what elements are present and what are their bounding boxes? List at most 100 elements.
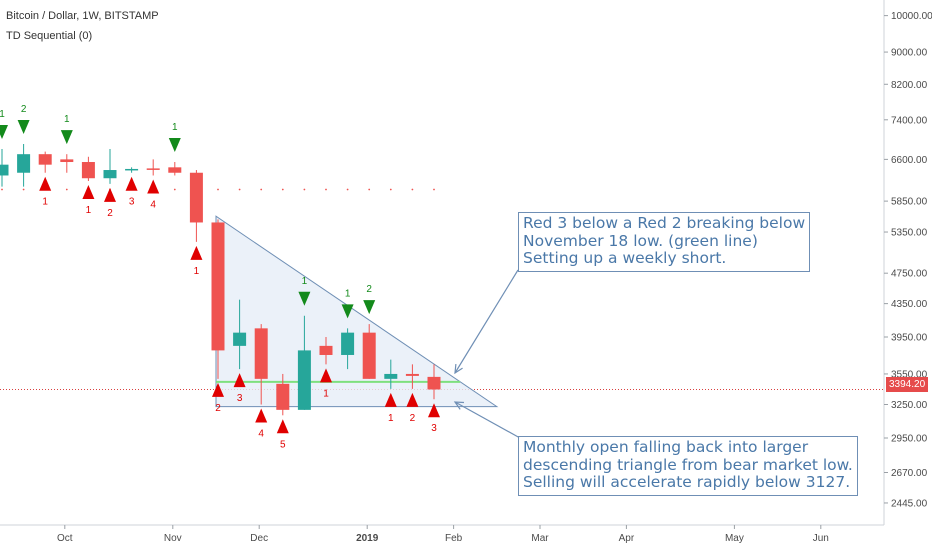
x-tick-label: 2019 bbox=[356, 533, 379, 544]
annotation-line: November 18 low. (green line) bbox=[523, 231, 758, 250]
candle-body bbox=[405, 373, 419, 376]
candle-body bbox=[17, 154, 31, 173]
support-dot bbox=[281, 188, 284, 191]
buy-setup-count: 2 bbox=[107, 208, 113, 219]
support-dot bbox=[173, 188, 176, 191]
sell-setup-count: 2 bbox=[21, 104, 27, 115]
y-tick-label: 2950.00 bbox=[891, 434, 928, 445]
x-tick-label: Dec bbox=[250, 533, 268, 544]
support-dot bbox=[433, 188, 435, 191]
buy-setup-arrow bbox=[384, 392, 397, 407]
buy-setup-arrow bbox=[212, 382, 224, 397]
sell-setup-arrow bbox=[363, 300, 376, 315]
support-dot bbox=[22, 188, 25, 191]
buy-setup-count: 1 bbox=[42, 197, 48, 208]
sell-setup-count: 1 bbox=[302, 276, 308, 287]
annotation-arrowhead bbox=[453, 401, 465, 410]
candle-body bbox=[362, 332, 376, 379]
y-tick-label: 3550.00 bbox=[891, 369, 928, 380]
sell-setup-arrow bbox=[17, 120, 30, 135]
y-tick-label: 2445.00 bbox=[891, 498, 928, 509]
y-tick-label: 6600.00 bbox=[891, 155, 928, 166]
y-tick-label: 3950.00 bbox=[891, 333, 928, 344]
x-axis[interactable]: Oct Nov Dec 2019 Feb Mar Apr May Jun bbox=[0, 524, 884, 544]
buy-setup-arrow bbox=[255, 408, 268, 423]
x-tick-label: Oct bbox=[57, 533, 73, 544]
candle-body bbox=[146, 168, 160, 170]
buy-setup-count: 1 bbox=[194, 266, 200, 277]
chart-title: Bitcoin / Dollar, 1W, BITSTAMP bbox=[6, 10, 159, 22]
buy-setup-count: 3 bbox=[129, 197, 135, 208]
support-dot bbox=[325, 188, 327, 191]
buy-setup-arrow bbox=[104, 187, 116, 202]
support-dot bbox=[1, 188, 3, 191]
current-price-badge: 3394.20 bbox=[886, 377, 929, 392]
annotation-weekly-short[interactable]: Red 3 below a Red 2 breaking below Novem… bbox=[518, 212, 811, 272]
y-tick-label: 9000.00 bbox=[891, 48, 928, 59]
indicator-label[interactable]: TD Sequential (0) bbox=[6, 30, 93, 42]
candle-body bbox=[276, 383, 290, 410]
x-tick-label: Jun bbox=[813, 533, 829, 544]
sell-setup-count: 1 bbox=[172, 122, 178, 133]
x-tick-label: Mar bbox=[531, 533, 549, 544]
sell-setup-arrow bbox=[0, 125, 8, 140]
annotation-line: Red 3 below a Red 2 breaking below bbox=[523, 214, 806, 232]
support-dot bbox=[303, 188, 306, 191]
sell-setup-count: 1 bbox=[345, 288, 351, 299]
support-dot bbox=[368, 188, 371, 191]
buy-setup-count: 4 bbox=[150, 199, 156, 210]
y-tick-label: 4350.00 bbox=[891, 299, 928, 310]
support-dot bbox=[389, 188, 392, 191]
annotation-arrowhead bbox=[454, 363, 463, 375]
support-dot bbox=[217, 188, 219, 191]
x-tick-label: Nov bbox=[164, 533, 182, 544]
sell-setup-arrow bbox=[298, 291, 311, 306]
annotation-arrows bbox=[453, 269, 521, 439]
buy-setup-arrow bbox=[428, 403, 440, 418]
support-dot bbox=[411, 188, 414, 191]
candle-body bbox=[384, 373, 398, 379]
annotation-line: descending triangle from bear market low… bbox=[523, 455, 853, 474]
buy-setup-count: 1 bbox=[388, 413, 394, 424]
candle-body bbox=[125, 168, 139, 171]
support-dot bbox=[65, 188, 68, 191]
candle-body bbox=[297, 350, 311, 410]
buy-setup-count: 2 bbox=[215, 403, 221, 414]
candle-body bbox=[60, 159, 74, 163]
sell-setup-count: 1 bbox=[0, 109, 5, 120]
candle-body bbox=[319, 345, 333, 355]
sell-setup-count: 1 bbox=[64, 114, 70, 125]
buy-setup-arrow bbox=[406, 392, 419, 407]
y-tick-label: 2670.00 bbox=[891, 468, 928, 479]
buy-setup-arrow bbox=[125, 176, 138, 191]
buy-setup-count: 3 bbox=[237, 393, 243, 404]
annotation-line: Selling will accelerate rapidly below 31… bbox=[523, 473, 851, 491]
y-tick-label: 8200.00 bbox=[891, 80, 928, 91]
buy-setup-arrow bbox=[147, 179, 160, 194]
support-dot bbox=[238, 188, 241, 191]
candle-body bbox=[81, 162, 95, 179]
annotation-monthly-open[interactable]: Monthly open falling back into larger de… bbox=[518, 436, 858, 496]
annotation-line: Monthly open falling back into larger bbox=[523, 438, 809, 456]
buy-setup-count: 1 bbox=[86, 205, 92, 216]
candle-body bbox=[211, 222, 225, 351]
y-tick-label: 7400.00 bbox=[891, 115, 928, 126]
candle-body bbox=[233, 332, 247, 346]
buy-setup-arrow bbox=[320, 368, 332, 383]
y-tick-label: 3250.00 bbox=[891, 400, 928, 411]
candle-body bbox=[341, 332, 355, 355]
sell-setup-arrow bbox=[168, 138, 181, 153]
x-tick-label: Feb bbox=[445, 533, 463, 544]
candle-body bbox=[103, 170, 117, 179]
sell-setup-count: 2 bbox=[366, 284, 372, 295]
y-tick-label: 5350.00 bbox=[891, 228, 928, 239]
buy-setup-arrow bbox=[39, 176, 52, 191]
candle-body bbox=[0, 164, 9, 176]
buy-setup-count: 4 bbox=[258, 428, 264, 439]
buy-setup-arrow bbox=[276, 419, 289, 434]
y-axis[interactable]: 10000.00 9000.00 8200.00 7400.00 6600.00 5850… bbox=[883, 0, 932, 525]
support-dot bbox=[260, 188, 263, 191]
annotation-arrow-line bbox=[454, 401, 521, 439]
candle-body bbox=[38, 154, 52, 165]
